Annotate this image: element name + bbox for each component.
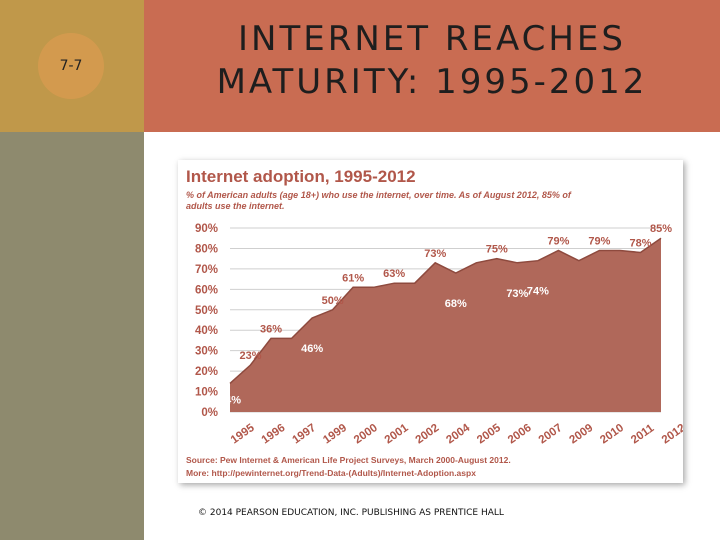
y-tick-label: 80% bbox=[195, 243, 218, 255]
x-tick-label: 2005 bbox=[475, 422, 503, 447]
data-label: 23% bbox=[240, 350, 262, 362]
x-tick-label: 2000 bbox=[352, 422, 380, 447]
data-label: 74% bbox=[527, 286, 549, 298]
x-tick-label: 2006 bbox=[506, 422, 534, 447]
chart-source: Source: Pew Internet & American Life Pro… bbox=[186, 455, 511, 465]
y-tick-label: 40% bbox=[195, 325, 218, 337]
copyright-text: © 2014 PEARSON EDUCATION, INC. PUBLISHIN… bbox=[198, 508, 504, 518]
y-tick-label: 20% bbox=[195, 366, 218, 378]
x-tick-label: 2011 bbox=[629, 422, 657, 446]
x-tick-label: 2002 bbox=[414, 422, 442, 447]
chart-card: Internet adoption, 1995-2012 % of Americ… bbox=[178, 160, 683, 483]
x-tick-label: 2001 bbox=[383, 422, 411, 447]
slide-title-line2: MATURITY: 1995-2012 bbox=[216, 62, 648, 102]
left-bottom-panel bbox=[0, 132, 144, 540]
data-label: 79% bbox=[547, 235, 569, 247]
chart-subtitle-line2: adults use the internet. bbox=[186, 201, 285, 211]
y-tick-label: 0% bbox=[201, 407, 218, 419]
slide-number: 7-7 bbox=[59, 58, 83, 74]
x-tick-label: 1995 bbox=[229, 422, 257, 447]
data-label: 14% bbox=[219, 394, 241, 406]
x-tick-label: 2010 bbox=[598, 422, 626, 447]
x-tick-label: 2009 bbox=[567, 422, 595, 447]
internet-adoption-chart: Internet adoption, 1995-2012 % of Americ… bbox=[186, 167, 683, 478]
y-tick-label: 90% bbox=[195, 223, 218, 235]
adoption-area bbox=[230, 238, 661, 412]
y-tick-label: 10% bbox=[195, 387, 218, 399]
adoption-line bbox=[229, 237, 662, 384]
data-label: 36% bbox=[260, 323, 282, 335]
chart-subtitle-line1: % of American adults (age 18+) who use t… bbox=[186, 190, 572, 200]
x-tick-label: 1996 bbox=[260, 422, 288, 447]
data-label: 73% bbox=[424, 248, 446, 260]
x-tick-label: 2007 bbox=[537, 422, 565, 447]
x-tick-label: 1999 bbox=[321, 422, 349, 447]
x-tick-label: 2012 bbox=[660, 422, 683, 447]
x-tick-label: 1997 bbox=[290, 422, 318, 447]
x-tick-label: 2004 bbox=[444, 422, 472, 447]
slide-title-line1: INTERNET REACHES bbox=[238, 19, 626, 59]
y-tick-label: 50% bbox=[195, 305, 218, 317]
y-tick-label: 30% bbox=[195, 346, 218, 358]
slide-number-badge: 7-7 bbox=[38, 33, 104, 99]
data-label: 75% bbox=[486, 244, 508, 256]
chart-title: Internet adoption, 1995-2012 bbox=[186, 167, 416, 186]
y-tick-label: 60% bbox=[195, 284, 218, 296]
left-top-panel: 7-7 bbox=[0, 0, 144, 132]
slide-title: INTERNET REACHES MATURITY: 1995-2012 bbox=[144, 18, 720, 104]
y-tick-label: 70% bbox=[195, 264, 218, 276]
data-label: 78% bbox=[629, 238, 651, 250]
data-label: 79% bbox=[588, 235, 610, 247]
slide-header: INTERNET REACHES MATURITY: 1995-2012 bbox=[144, 0, 720, 132]
data-label: 46% bbox=[301, 343, 323, 355]
data-label: 50% bbox=[322, 295, 344, 307]
data-label: 85% bbox=[650, 223, 672, 235]
chart-more-link: More: http://pewinternet.org/Trend-Data-… bbox=[186, 468, 476, 478]
data-label: 63% bbox=[383, 268, 405, 280]
data-label: 68% bbox=[445, 298, 467, 310]
data-label: 73% bbox=[506, 288, 528, 300]
data-label: 61% bbox=[342, 272, 364, 284]
